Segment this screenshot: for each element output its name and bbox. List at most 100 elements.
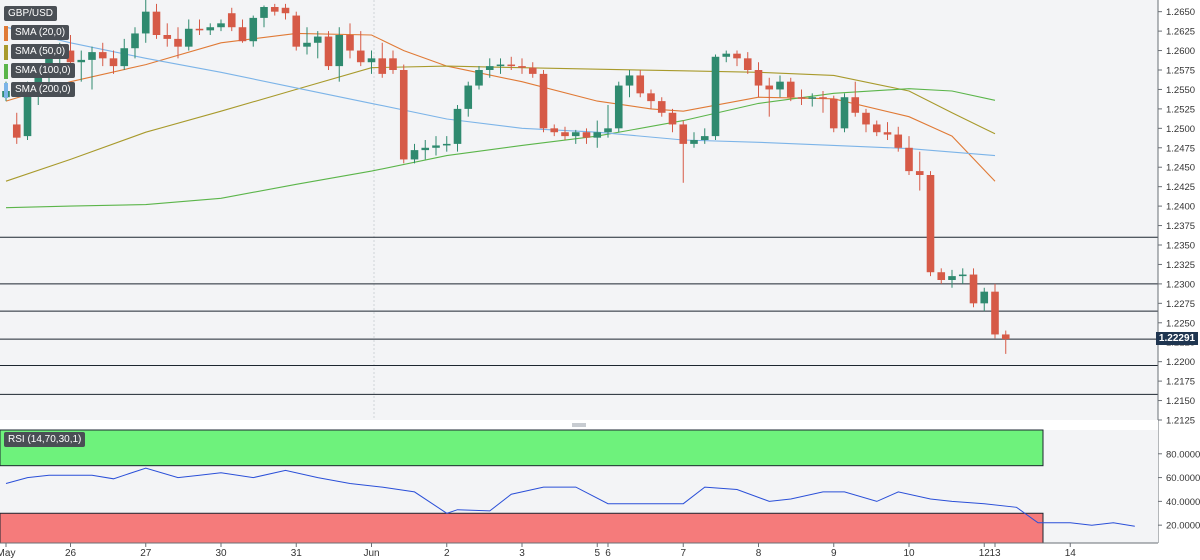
candle[interactable] bbox=[206, 23, 215, 35]
candle[interactable] bbox=[797, 89, 806, 105]
candle[interactable] bbox=[432, 136, 440, 156]
candle[interactable] bbox=[679, 120, 688, 183]
candle[interactable] bbox=[593, 120, 602, 148]
candle[interactable] bbox=[733, 50, 741, 67]
candle[interactable] bbox=[905, 136, 913, 175]
candle[interactable] bbox=[754, 62, 763, 98]
candle[interactable] bbox=[475, 66, 483, 90]
candle[interactable] bbox=[303, 27, 311, 55]
candle[interactable] bbox=[195, 19, 204, 35]
candle[interactable] bbox=[152, 3, 161, 39]
candle[interactable] bbox=[883, 122, 892, 140]
rsi-line bbox=[5, 467, 1135, 527]
candle[interactable] bbox=[184, 19, 193, 51]
candle[interactable] bbox=[958, 268, 967, 284]
candle[interactable] bbox=[367, 50, 376, 74]
candle[interactable] bbox=[980, 287, 989, 312]
candle[interactable] bbox=[227, 7, 236, 32]
candle[interactable] bbox=[808, 93, 817, 107]
candle[interactable] bbox=[421, 140, 430, 160]
candle[interactable] bbox=[249, 15, 258, 47]
candle[interactable] bbox=[872, 120, 881, 137]
candle[interactable] bbox=[518, 58, 526, 74]
candle[interactable] bbox=[485, 58, 494, 78]
candle[interactable] bbox=[109, 50, 118, 74]
candle[interactable] bbox=[120, 38, 129, 70]
candle[interactable] bbox=[442, 136, 451, 152]
candle[interactable] bbox=[539, 70, 548, 133]
candle[interactable] bbox=[141, 0, 150, 43]
candle[interactable] bbox=[335, 27, 344, 82]
candle[interactable] bbox=[346, 23, 354, 59]
candle[interactable] bbox=[281, 3, 290, 20]
candle[interactable] bbox=[217, 19, 225, 32]
candle[interactable] bbox=[969, 268, 978, 308]
candle[interactable] bbox=[991, 283, 999, 339]
candle[interactable] bbox=[926, 171, 935, 277]
candle[interactable] bbox=[819, 91, 827, 113]
candle[interactable] bbox=[765, 77, 774, 117]
candle[interactable] bbox=[98, 42, 107, 67]
candle[interactable] bbox=[668, 108, 677, 133]
candle[interactable] bbox=[786, 77, 795, 102]
candle[interactable] bbox=[507, 56, 516, 70]
candle[interactable] bbox=[894, 126, 903, 152]
candle[interactable] bbox=[88, 46, 96, 90]
candle[interactable] bbox=[851, 81, 860, 117]
candle[interactable] bbox=[389, 50, 397, 74]
legend-sma200[interactable]: SMA (200,0) bbox=[4, 82, 75, 99]
candle[interactable] bbox=[77, 50, 86, 82]
candle[interactable] bbox=[292, 11, 301, 51]
candle[interactable] bbox=[636, 70, 645, 98]
candle[interactable] bbox=[743, 52, 752, 74]
candle[interactable] bbox=[410, 143, 419, 164]
candle[interactable] bbox=[937, 268, 946, 284]
candle[interactable] bbox=[582, 128, 591, 144]
candle[interactable] bbox=[948, 269, 956, 288]
candle[interactable] bbox=[238, 19, 247, 43]
candle[interactable] bbox=[776, 75, 784, 98]
candle[interactable] bbox=[840, 93, 849, 133]
candle[interactable] bbox=[711, 54, 720, 140]
candle[interactable] bbox=[690, 132, 698, 148]
candle-body bbox=[883, 132, 892, 135]
candle[interactable] bbox=[614, 81, 623, 133]
candle[interactable] bbox=[1001, 330, 1010, 354]
candle[interactable] bbox=[862, 108, 870, 133]
legend-sma20[interactable]: SMA (20,0) bbox=[4, 25, 75, 42]
candle-body bbox=[550, 128, 559, 133]
candle[interactable] bbox=[625, 70, 634, 98]
candle[interactable] bbox=[571, 129, 580, 144]
candle[interactable] bbox=[131, 27, 139, 59]
rsi-label[interactable]: RSI (14,70,30,1) bbox=[4, 432, 86, 447]
candle[interactable] bbox=[12, 112, 21, 144]
sma50-label: SMA (50,0) bbox=[11, 44, 70, 59]
candle[interactable] bbox=[378, 42, 387, 78]
candle[interactable] bbox=[399, 64, 408, 164]
candle[interactable] bbox=[722, 50, 731, 63]
candle[interactable] bbox=[915, 151, 924, 191]
candle[interactable] bbox=[561, 126, 569, 140]
candle[interactable] bbox=[550, 124, 559, 137]
candle[interactable] bbox=[496, 58, 505, 74]
candle[interactable] bbox=[356, 31, 365, 67]
candle[interactable] bbox=[270, 3, 279, 16]
legend-sma100[interactable]: SMA (100,0) bbox=[4, 63, 75, 80]
candle[interactable] bbox=[313, 31, 322, 59]
candle[interactable] bbox=[324, 31, 333, 70]
candle[interactable] bbox=[453, 105, 462, 152]
candle[interactable] bbox=[528, 62, 537, 78]
candle-body bbox=[356, 50, 365, 63]
candle[interactable] bbox=[657, 97, 666, 117]
candle[interactable] bbox=[260, 5, 268, 28]
candle[interactable] bbox=[464, 81, 473, 117]
candle[interactable] bbox=[174, 27, 182, 59]
pane-resize-handle[interactable] bbox=[572, 423, 586, 427]
candle[interactable] bbox=[604, 105, 612, 138]
candle[interactable] bbox=[700, 128, 709, 144]
candle[interactable] bbox=[647, 89, 655, 109]
candle[interactable] bbox=[829, 95, 838, 133]
candle[interactable] bbox=[163, 23, 172, 47]
legend-sma50[interactable]: SMA (50,0) bbox=[4, 44, 75, 61]
